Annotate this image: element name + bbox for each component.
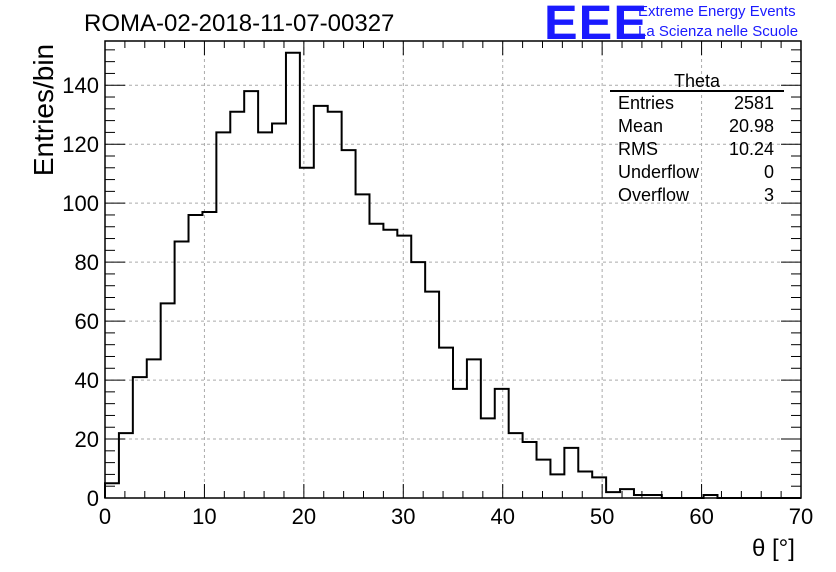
stats-value: 2581	[733, 93, 774, 113]
stats-value: 0	[763, 162, 774, 182]
y-tick-label: 140	[62, 73, 99, 98]
plot-frame	[104, 40, 802, 499]
stats-title: Theta	[610, 72, 784, 92]
x-tick-label: 0	[99, 504, 111, 529]
stats-label: Underflow	[618, 162, 700, 182]
logo-caption-line2: La Scienza nelle Scuole	[638, 23, 799, 40]
x-axis-label: θ [°]	[752, 535, 795, 562]
stats-label: Entries	[618, 93, 675, 113]
stats-value: 20.98	[728, 116, 774, 136]
stats-row: RMS 10.24	[612, 138, 780, 161]
x-tick-label: 40	[490, 504, 514, 529]
y-tick-label: 120	[62, 132, 99, 157]
y-tick-label: 20	[75, 427, 99, 452]
y-tick-label: 40	[75, 368, 99, 393]
y-tick-label: 60	[75, 309, 99, 334]
x-tick-label: 20	[292, 504, 316, 529]
stats-value: 10.24	[728, 139, 774, 159]
x-tick-label: 60	[689, 504, 713, 529]
histogram-line	[104, 51, 801, 499]
y-tick-label: 0	[87, 486, 99, 511]
x-tick-label: 70	[789, 504, 813, 529]
stats-label: Overflow	[618, 185, 690, 205]
x-tick-label: 10	[192, 504, 216, 529]
chart-title: ROMA-02-2018-11-07-00327	[84, 10, 395, 37]
stats-row: Mean 20.98	[612, 115, 780, 138]
stats-label: RMS	[618, 139, 658, 159]
y-axis-label: Entries/bin	[28, 43, 59, 177]
y-tick-label: 80	[75, 250, 99, 275]
y-tick-label: 100	[62, 191, 99, 216]
stats-row: Overflow 3	[612, 184, 780, 207]
x-tick-label: 30	[391, 504, 415, 529]
stats-row: Underflow 0	[612, 161, 780, 184]
stats-row: Entries 2581	[612, 92, 780, 115]
logo-caption-line1: Extreme Energy Events	[638, 3, 796, 20]
stats-value: 3	[763, 185, 774, 205]
logo-caption: Extreme Energy Events La Scienza nelle S…	[638, 2, 798, 42]
stats-label: Mean	[618, 116, 664, 136]
eee-logo: EEE	[544, 0, 648, 50]
stats-box: Theta Entries 2581 Mean 20.98 RMS 10.24 Und…	[610, 72, 784, 207]
x-tick-label: 50	[590, 504, 614, 529]
